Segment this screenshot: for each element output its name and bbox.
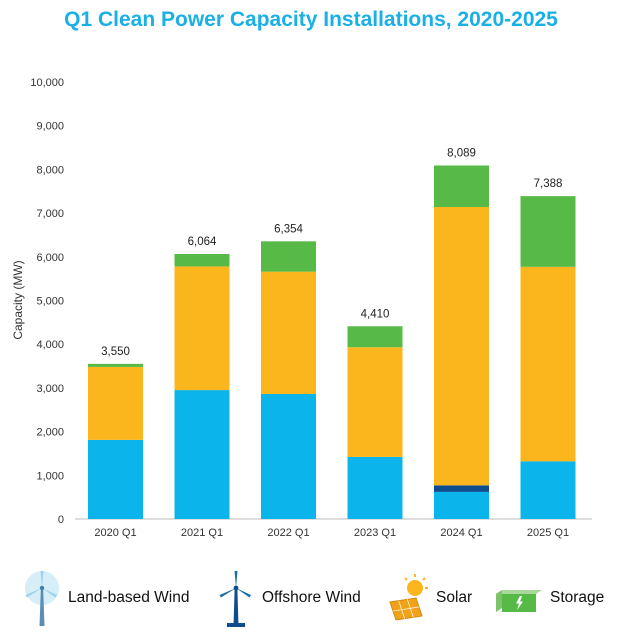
y-tick-label: 6,000 (36, 252, 64, 264)
bar-segment-land-based-wind (520, 461, 576, 519)
legend-label: Land-based Wind (68, 589, 190, 606)
y-tick-label: 9,000 (36, 121, 64, 133)
x-axis-ticks: 2020 Q1 2021 Q1 2022 Q1 2023 Q1 2024 Q1 2025 … (94, 527, 569, 539)
legend-item-land-based-wind: Land-based Wind (22, 566, 190, 630)
x-tick-label: 2021 Q1 (181, 527, 223, 539)
bar-segment-land-based-wind (434, 491, 489, 519)
y-tick-label: 1,000 (36, 470, 64, 482)
bar-segment-land-based-wind (347, 456, 403, 519)
bar-segment-solar (174, 266, 230, 391)
bar-segment-solar (434, 206, 489, 486)
chart-plot: Capacity (MW) 0 1,000 2,000 3,000 4,000 5,000… (11, 77, 592, 539)
bar-segment-land-based-wind (88, 439, 143, 519)
legend-label: Offshore Wind (262, 589, 361, 606)
legend: Land-based Wind Offshore Wind (0, 566, 622, 630)
bar-segment-solar (88, 366, 143, 440)
total-labels: 3,550 6,064 6,354 4,410 8,089 7,388 (101, 148, 562, 358)
x-tick-label: 2025 Q1 (527, 527, 569, 539)
y-axis-label: Capacity (MW) (11, 260, 25, 339)
y-tick-label: 5,000 (36, 296, 64, 308)
solar-panel-icon (389, 574, 428, 621)
bar-segment-storage (520, 196, 576, 267)
y-tick-label: 10,000 (30, 77, 64, 89)
bar-segment-solar (261, 271, 316, 395)
legend-item-solar: Solar (386, 566, 472, 630)
bar-segment-solar (347, 347, 403, 457)
y-tick-label: 0 (58, 514, 64, 526)
bar-segment-storage (88, 363, 143, 367)
bar-total-label: 7,388 (534, 178, 563, 190)
x-tick-label: 2024 Q1 (440, 527, 482, 539)
bar-segment-storage (434, 165, 489, 207)
legend-label: Solar (436, 589, 473, 606)
legend-item-storage: Storage (494, 566, 604, 630)
y-axis-ticks: 0 1,000 2,000 3,000 4,000 5,000 6,000 7,000 8,00… (30, 77, 64, 526)
legend-label: Storage (550, 589, 605, 606)
chart-title: Q1 Clean Power Capacity Installations, 2… (64, 8, 558, 31)
bar-total-label: 4,410 (361, 308, 390, 320)
bar-segment-storage (174, 254, 230, 267)
bars-group (88, 165, 576, 519)
offshore-wind-turbine-icon (219, 571, 251, 627)
y-tick-label: 7,000 (36, 208, 64, 220)
battery-storage-icon (496, 590, 542, 612)
y-tick-label: 2,000 (36, 427, 64, 439)
y-axis-label-group: Capacity (MW) (11, 260, 25, 339)
bar-segment-offshore-wind (434, 485, 489, 492)
bar-segment-land-based-wind (261, 394, 316, 519)
x-tick-label: 2020 Q1 (94, 527, 136, 539)
bar-segment-solar (520, 266, 576, 462)
bar-total-label: 6,354 (274, 223, 303, 235)
y-tick-label: 8,000 (36, 164, 64, 176)
y-tick-label: 4,000 (36, 339, 64, 351)
x-tick-label: 2022 Q1 (267, 527, 309, 539)
bar-total-label: 3,550 (101, 346, 130, 358)
bar-total-label: 6,064 (188, 236, 217, 248)
x-tick-label: 2023 Q1 (354, 527, 396, 539)
bar-segment-land-based-wind (174, 390, 230, 519)
bar-segment-storage (261, 241, 316, 272)
legend-item-offshore-wind: Offshore Wind (216, 566, 361, 630)
bar-total-label: 8,089 (447, 148, 476, 160)
land-wind-turbine-icon (25, 571, 59, 626)
bar-segment-storage (347, 326, 403, 348)
y-tick-label: 3,000 (36, 383, 64, 395)
